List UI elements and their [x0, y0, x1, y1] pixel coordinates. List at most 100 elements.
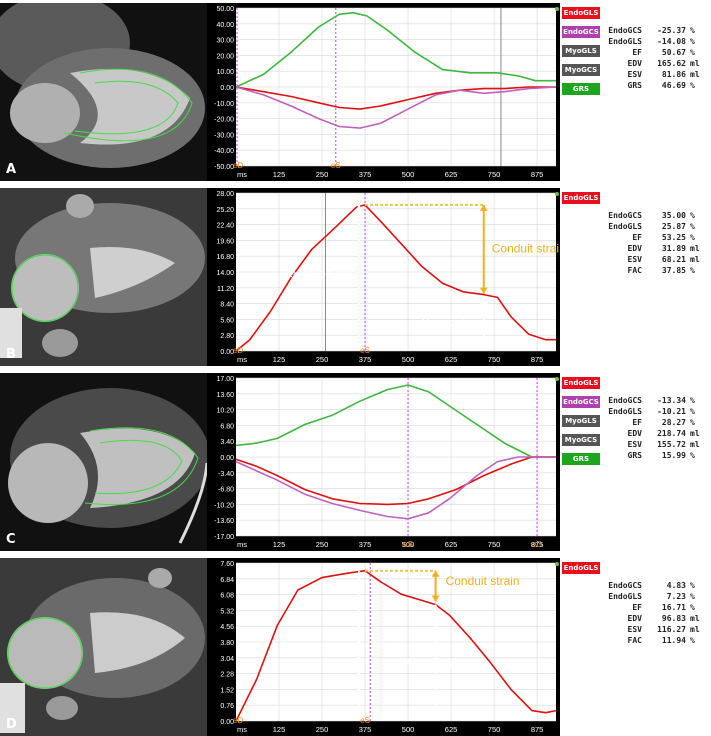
legend-tag-grs[interactable]: GRS — [562, 453, 600, 465]
stat-value: 15.99 — [661, 451, 686, 460]
legend-tag-myogcs[interactable]: MyoGCS — [562, 64, 600, 76]
stat-value: 81.86 — [661, 70, 686, 79]
legend-tag-myogls[interactable]: MyoGLS — [562, 45, 600, 57]
stats-list: EndoGCS 35.00% EndoGLS 25.87% EF 53.25% EDV 31.… — [600, 210, 708, 276]
stat-value: 116.27 — [657, 625, 686, 634]
legend-tag-endogls[interactable]: EndoGLS — [562, 377, 600, 389]
stat-unit: % — [690, 603, 695, 612]
stat-value: 37.85 — [661, 266, 686, 275]
side-panel: EndoGLS EndoGCS 35.00% EndoGLS 25.87% EF 53.25… — [560, 188, 711, 366]
phase-marker-es: eS — [331, 161, 341, 170]
x-tick-label: 375 — [359, 540, 372, 549]
strain-plot: 17.00 13.60 10.20 6.80 3.40 0.00 -3.40 -6.80 -10… — [210, 373, 560, 551]
x-axis-label: ms — [237, 170, 247, 179]
legend-tag-endogls[interactable]: EndoGLS — [562, 562, 600, 574]
legend-tag-endogls[interactable]: EndoGLS — [562, 192, 600, 204]
y-tick-label: 11.20 — [217, 286, 234, 293]
x-tick-label: 125 — [273, 170, 286, 179]
y-tick-label: 0.00 — [220, 455, 234, 462]
stat-row: EDV 96.83 ml — [600, 613, 708, 624]
stat-label: EF — [632, 603, 642, 612]
ct-image — [0, 373, 207, 551]
panel-b: B 28.00 25.20 22.40 19.60 16.80 14.00 11.20 8.40… — [0, 188, 711, 366]
x-tick-label: 125 — [273, 355, 286, 364]
series-line-endogcs — [235, 86, 557, 129]
conduit-strain-label: Conduit strain — [492, 241, 560, 255]
legend-tag-endogcs[interactable]: EndoGCS — [562, 26, 600, 38]
stat-unit: % — [690, 211, 695, 220]
stat-label: EDV — [627, 429, 642, 438]
stat-value: 11.94 — [661, 636, 686, 645]
y-tick-label: 50.00 — [216, 6, 234, 13]
stat-label: ESV — [627, 255, 642, 264]
x-tick-label: 750 — [488, 540, 501, 549]
phase-marker-ed: eD — [532, 540, 542, 549]
ct-scan-image — [0, 188, 207, 366]
y-tick-label: 16.80 — [216, 254, 234, 261]
y-tick-label: 4.56 — [220, 624, 234, 631]
stat-unit: % — [690, 592, 695, 601]
pump-arrow — [431, 604, 440, 719]
y-tick-label: -3.40 — [218, 471, 234, 478]
stat-unit: % — [690, 451, 695, 460]
stat-value: 218.74 — [657, 429, 686, 438]
stat-unit: ml — [690, 625, 700, 634]
legend-tag-endogcs[interactable]: EndoGCS — [562, 396, 600, 408]
ct-scan-image — [0, 3, 207, 181]
stat-value: 68.21 — [661, 255, 686, 264]
y-tick-label: 6.84 — [220, 577, 234, 584]
stat-row: EF 16.71% — [600, 602, 708, 613]
legend-tag-myogcs[interactable]: MyoGCS — [562, 434, 600, 446]
stat-unit: ml — [690, 244, 700, 253]
stat-value: -10.21 — [657, 407, 686, 416]
y-tick-label: 3.80 — [220, 640, 234, 647]
y-tick-label: 3.40 — [220, 439, 234, 446]
stat-label: EndoGLS — [608, 407, 642, 416]
ct-scan-image — [0, 558, 207, 736]
stat-unit: % — [690, 48, 695, 57]
stat-value: 50.67 — [661, 48, 686, 57]
x-tick-label: 750 — [488, 170, 501, 179]
stat-row: EF 50.67% — [600, 47, 708, 58]
stat-label: EDV — [627, 614, 642, 623]
legend-tag-myogls[interactable]: MyoGLS — [562, 415, 600, 427]
x-axis-label: ms — [237, 355, 247, 364]
stat-row: EndoGCS -25.37% — [600, 25, 708, 36]
pump-arrow — [479, 297, 488, 349]
phase-marker-es: eS — [360, 346, 370, 355]
panel-d: D 7.60 6.84 6.08 5.32 4.56 3.80 3.04 2.28 1.52 0.7… — [0, 558, 711, 736]
y-tick-label: 13.60 — [216, 392, 234, 399]
stat-row: EDV 31.89 ml — [600, 243, 708, 254]
stat-value: 53.25 — [661, 233, 686, 242]
x-tick-label: 125 — [273, 725, 286, 734]
stat-row: FAC 37.85% — [600, 265, 708, 276]
y-tick-label: -13.60 — [214, 518, 234, 525]
legend-tag-grs[interactable]: GRS — [562, 83, 600, 95]
conduit-strain-label: Conduit strain — [446, 574, 520, 588]
legend-tag-endogls[interactable]: EndoGLS — [562, 7, 600, 19]
panel-c: C 17.00 13.60 10.20 6.80 3.40 0.00 -3.40 -6.80 -1… — [0, 373, 711, 551]
x-tick-label: 500 — [402, 540, 415, 549]
stat-label: EF — [632, 418, 642, 427]
stat-label: EndoGCS — [608, 581, 642, 590]
stat-row: ESV 68.21 ml — [600, 254, 708, 265]
stat-label: EF — [632, 233, 642, 242]
x-tick-label: 875 — [531, 355, 544, 364]
stat-row: EndoGLS -14.08% — [600, 36, 708, 47]
x-tick-label: 375 — [359, 725, 372, 734]
stat-value: 96.83 — [661, 614, 686, 623]
ct-image — [0, 188, 207, 366]
y-tick-label: -30.00 — [214, 132, 234, 139]
x-tick-label: 125 — [273, 540, 286, 549]
stat-value: -13.34 — [657, 396, 686, 405]
stat-unit: % — [690, 266, 695, 275]
y-tick-label: 3.04 — [220, 656, 234, 663]
stat-row: EndoGLS 25.87% — [600, 221, 708, 232]
x-axis-label: ms — [237, 725, 247, 734]
stat-label: ESV — [627, 625, 642, 634]
stat-label: ESV — [627, 440, 642, 449]
stat-row: ESV 116.27 ml — [600, 624, 708, 635]
stat-value: 7.23 — [666, 592, 686, 601]
stat-label: EndoGLS — [608, 37, 642, 46]
corner-dot — [555, 562, 559, 566]
